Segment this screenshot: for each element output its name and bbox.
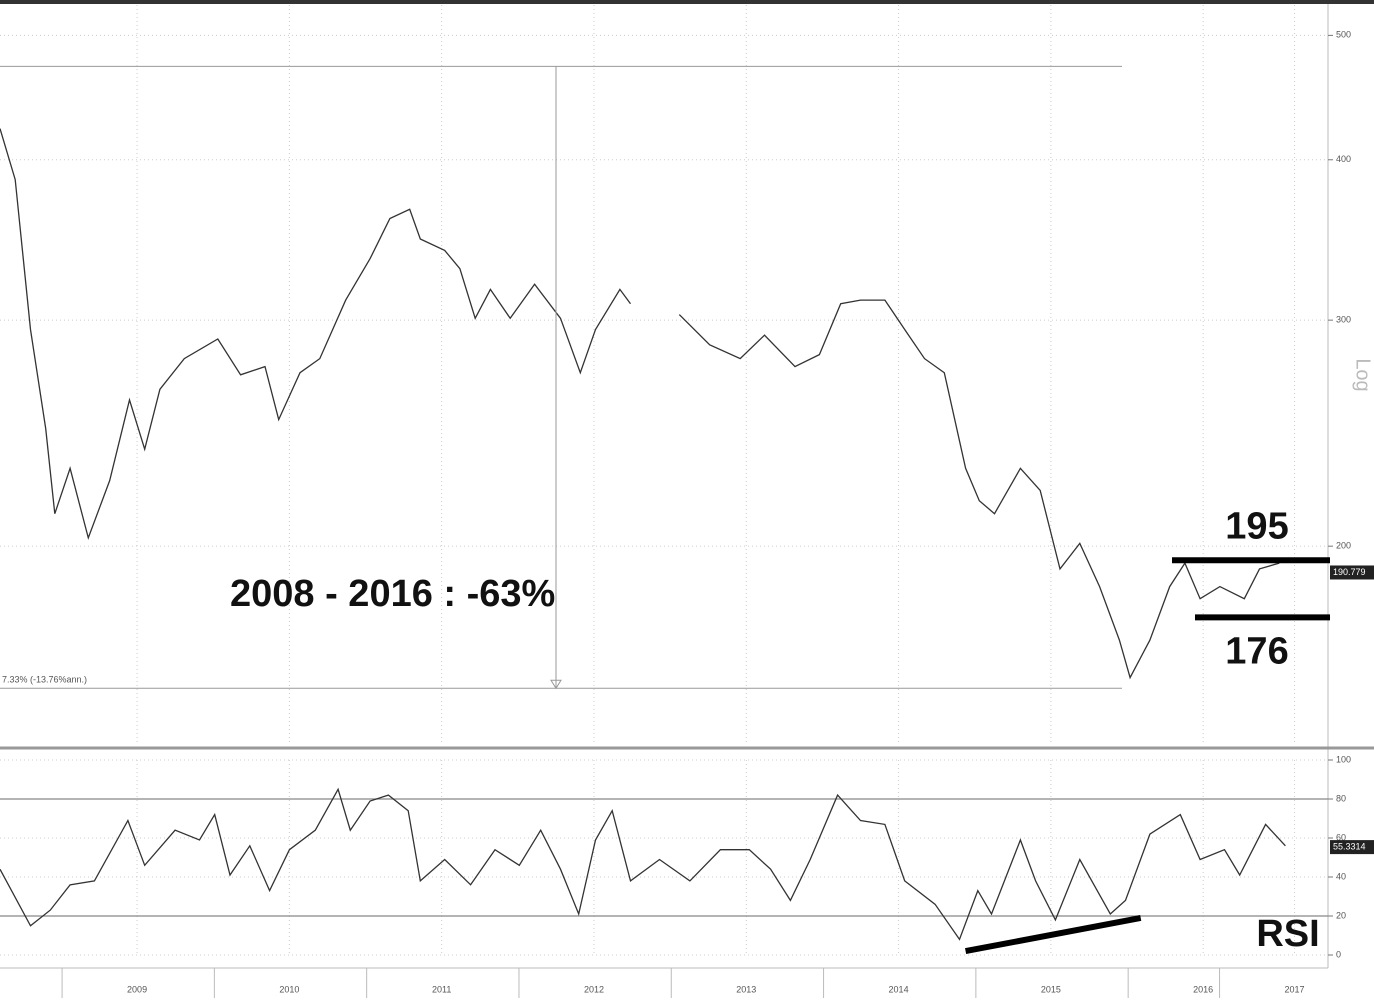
annotation: 2008 - 2016 : -63% [230,573,555,615]
y-tick-label: 40 [1336,871,1346,881]
x-tick-label: 2014 [889,984,909,994]
x-tick-label: 2013 [736,984,756,994]
x-tick-label: 2011 [432,984,451,994]
x-tick-label: 2016 [1193,984,1213,994]
y-tick-label: 500 [1336,30,1351,40]
last-value-label: 190.779 [1333,567,1366,577]
panel-label: RSI [1256,913,1319,955]
x-tick-label: 2015 [1041,984,1061,994]
x-tick-label: 2009 [127,984,147,994]
y-tick-label: 80 [1336,793,1346,803]
last-value-label: 55.3314 [1333,841,1366,851]
price-line [678,299,1280,680]
y-tick-label: 200 [1336,541,1351,551]
x-tick-label: 2010 [279,984,299,994]
trendline [965,915,1142,955]
arrow-head [550,679,562,690]
top-bar [0,0,1374,4]
y-tick-label: 100 [1336,754,1351,764]
price-line [0,128,632,541]
x-tick-label: 2012 [584,984,604,994]
x-tick-label: 2017 [1285,984,1305,994]
level-label: 195 [1225,505,1288,547]
measure-label: 7.33% (-13.76%ann.) [2,675,87,685]
y-tick-label: 60 [1336,832,1346,842]
last-value-box [1330,565,1374,580]
last-value-box [1330,840,1374,855]
y-tick-label: 0 [1336,949,1341,959]
y-tick-label: 20 [1336,910,1346,920]
level-label: 176 [1225,630,1288,672]
y-tick-label: 300 [1336,315,1351,325]
y-axis-label: Log [1352,358,1374,391]
y-tick-label: 400 [1336,154,1351,164]
price-line [0,787,1286,941]
